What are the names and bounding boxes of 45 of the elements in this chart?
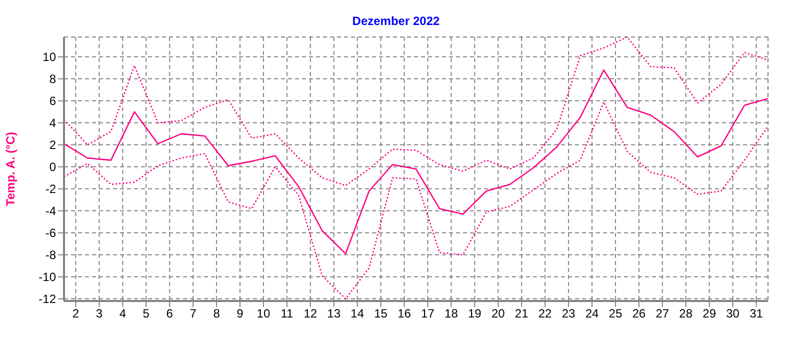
x-tick-label: 25 bbox=[608, 306, 622, 321]
x-tick-label: 4 bbox=[119, 306, 126, 321]
y-tick-label: 2 bbox=[49, 138, 56, 152]
y-tick-label: -4 bbox=[45, 204, 56, 218]
y-tick-label: 4 bbox=[49, 116, 56, 130]
x-tick-label: 20 bbox=[491, 306, 506, 321]
y-tick-label: -10 bbox=[38, 270, 56, 284]
x-tick-label: 3 bbox=[96, 306, 103, 321]
y-tick-label: 8 bbox=[49, 72, 56, 86]
x-tick-label: 14 bbox=[350, 306, 364, 321]
x-tick-label: 23 bbox=[562, 306, 576, 321]
y-tick-label: 6 bbox=[49, 94, 56, 108]
x-tick-label: 17 bbox=[421, 306, 435, 321]
y-tick-label: 0 bbox=[49, 160, 56, 174]
y-tick-label: 10 bbox=[42, 50, 56, 64]
x-tick-label: 19 bbox=[468, 306, 482, 321]
chart-title: Dezember 2022 bbox=[351, 14, 441, 28]
y-tick-label: -6 bbox=[45, 226, 56, 240]
x-tick-label: 18 bbox=[444, 306, 458, 321]
x-tick-label: 2 bbox=[72, 306, 80, 321]
x-tick-label: 26 bbox=[632, 306, 646, 321]
x-tick-label: 15 bbox=[374, 306, 388, 321]
x-tick-label: 11 bbox=[280, 306, 294, 321]
x-tick-label: 30 bbox=[726, 306, 740, 321]
x-tick-label: 22 bbox=[538, 306, 552, 321]
x-tick-label: 7 bbox=[190, 306, 197, 321]
y-axis-title: Temp. A. (°C) bbox=[3, 132, 18, 206]
x-tick-label: 21 bbox=[514, 306, 529, 321]
x-tick-label: 27 bbox=[656, 306, 670, 321]
y-tick-label: -2 bbox=[45, 182, 56, 196]
x-tick-label: 8 bbox=[213, 306, 220, 321]
x-tick-label: 9 bbox=[236, 306, 244, 321]
line-series bbox=[64, 69, 768, 254]
x-tick-label: 10 bbox=[256, 306, 270, 321]
x-tick-label: 24 bbox=[585, 306, 599, 321]
x-tick-label: 6 bbox=[166, 306, 174, 321]
x-tick-label: 16 bbox=[398, 306, 412, 321]
x-tick-label: 12 bbox=[304, 306, 318, 321]
y-tick-label: -8 bbox=[45, 248, 56, 262]
x-tick-label: 13 bbox=[327, 306, 341, 321]
x-tick-label: 5 bbox=[142, 306, 150, 321]
y-tick-label: -12 bbox=[38, 292, 56, 306]
x-tick-label: 29 bbox=[702, 306, 716, 321]
x-tick-label: 31 bbox=[750, 306, 764, 321]
x-tick-label: 28 bbox=[679, 306, 693, 321]
